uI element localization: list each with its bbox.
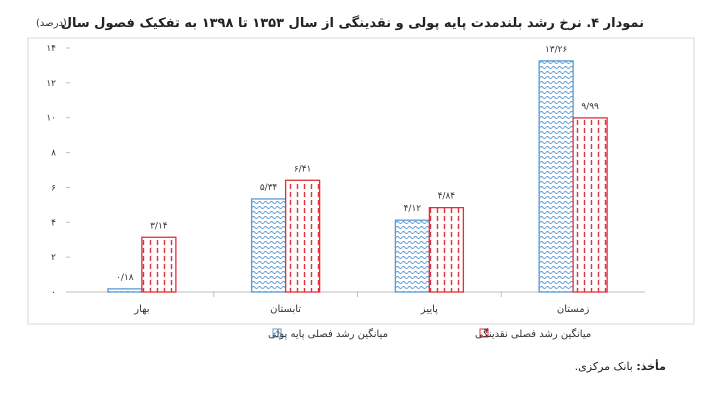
data-label: ۳/۱۴ xyxy=(150,221,168,231)
bar-liquidity xyxy=(284,179,321,293)
data-label: ۶/۴۱ xyxy=(294,164,312,174)
source-note: مأخذ: بانک مرکزی. xyxy=(575,360,666,373)
y-tick-label: ۱۴ xyxy=(46,44,56,54)
source-label: مأخذ: xyxy=(636,360,666,373)
data-label: ۰/۱۸ xyxy=(116,273,134,283)
data-label: ۴/۱۲ xyxy=(404,204,422,214)
bar-base-money xyxy=(107,288,143,293)
legend-label: میانگین رشد فصلی پایه پولی xyxy=(268,328,388,340)
x-tick-label: پاییز xyxy=(420,304,438,315)
bar-liquidity xyxy=(572,117,608,293)
y-tick-label: ۱۰ xyxy=(46,114,56,124)
y-tick-label: ۲ xyxy=(51,253,56,263)
y-tick-label: ۱۲ xyxy=(46,79,56,89)
bar-chart: ۰ ۲ ۴ ۶ ۸ ۱۰ ۱۲ ۱۴ بهار تابستان پاییز زمستان ۰/۱۸ ۳/… xyxy=(27,37,695,340)
y-tick-label: ۴ xyxy=(51,218,56,228)
x-tick-label: زمستان xyxy=(557,304,590,315)
x-tick-label: بهار xyxy=(133,304,149,315)
bar-liquidity xyxy=(141,236,177,293)
data-label: ۵/۳۴ xyxy=(260,183,278,193)
y-tick-label: ۸ xyxy=(51,149,56,159)
bar-base-money xyxy=(394,219,431,293)
source-text: بانک مرکزی. xyxy=(574,360,633,373)
chart-frame xyxy=(27,37,695,325)
x-tick-label: تابستان xyxy=(270,304,301,315)
data-label: ۹/۹۹ xyxy=(581,102,599,112)
y-tick-label: ۰ xyxy=(51,288,56,298)
data-label: ۴/۸۴ xyxy=(438,192,456,202)
data-label: ۱۳/۲۶ xyxy=(545,45,568,55)
bar-liquidity xyxy=(428,206,465,293)
legend-swatch xyxy=(272,328,282,338)
y-tick-label: ۶ xyxy=(51,183,56,193)
legend-label: میانگین رشد فصلی نقدینگی xyxy=(475,328,591,340)
unit-label: (درصد) xyxy=(36,18,67,29)
chart-title: نمودار ۴. نرخ رشد بلندمدت پایه پولی و نق… xyxy=(60,16,644,31)
bar-base-money xyxy=(538,60,574,293)
bar-base-money xyxy=(250,198,287,293)
legend-swatch xyxy=(479,328,489,338)
